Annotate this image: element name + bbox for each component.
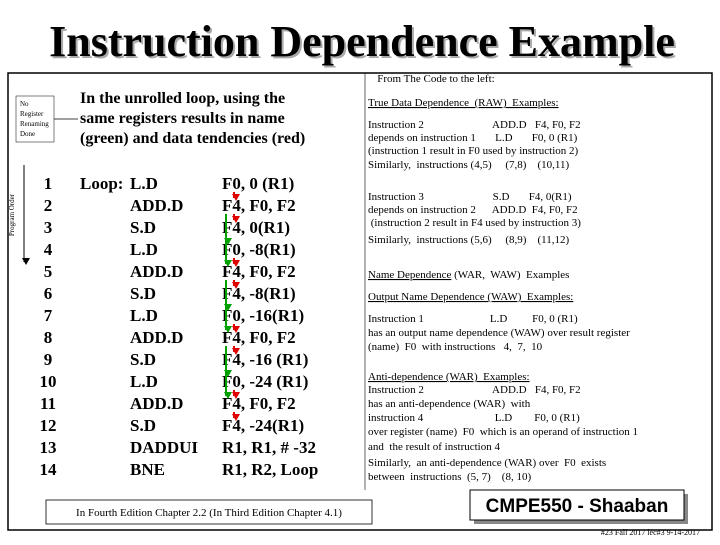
opcode: L.D <box>130 174 158 193</box>
note-line: depends on instruction 1 L.D F0, 0 (R1) <box>368 132 578 144</box>
frame <box>7 72 713 531</box>
reference-box <box>45 499 373 525</box>
operands: F4, -8(R1) <box>222 284 296 303</box>
note-line: Instruction 2 ADD.D F4, F0, F2 <box>368 119 581 131</box>
opcode: L.D <box>130 306 158 325</box>
operands: R1, R1, # -32 <box>222 438 316 457</box>
note-line: (instruction 2 result in F4 used by inst… <box>368 217 581 229</box>
opcode: ADD.D <box>130 394 183 413</box>
operands: R1, R2, Loop <box>222 460 318 479</box>
note-line: Instruction 1 L.D F0, 0 (R1) <box>368 313 578 325</box>
title: Instruction Dependence Example <box>49 17 675 66</box>
side-note-line: Register <box>20 110 44 118</box>
line-number: 13 <box>40 438 57 457</box>
course: CMPE550 - Shaaban <box>486 496 669 517</box>
opcode: ADD.D <box>130 328 183 347</box>
intro-line: In the unrolled loop, using the <box>80 90 285 107</box>
section-title: True Data Dependence (RAW) Examples: <box>368 97 559 109</box>
note-line: between instructions (5, 7) (8, 10) <box>368 471 531 483</box>
side-note: No Register Renaming Done <box>15 95 78 143</box>
operands: F4, 0(R1) <box>222 218 290 237</box>
operands: F4, F0, F2 <box>222 196 296 215</box>
line-number: 2 <box>44 196 53 215</box>
side-note-line: Renaming <box>20 120 49 128</box>
section-title-part: Name Dependence <box>368 269 451 281</box>
side-note-box <box>15 95 55 143</box>
line-number: 9 <box>44 350 53 369</box>
note-line: Instruction 2 ADD.D F4, F0, F2 <box>368 384 581 396</box>
note-line: has an output name dependence (WAW) over… <box>368 327 630 339</box>
notes-heading: From The Code to the left: <box>377 73 494 85</box>
opcode: L.D <box>130 372 158 391</box>
note-line: Instruction 3 S.D F4, 0(R1) <box>368 191 572 203</box>
line-number: 11 <box>40 394 56 413</box>
note-line: over register (name) F0 which is an oper… <box>368 426 638 438</box>
axis-label: Program Order <box>8 193 16 236</box>
title-shadow: Instruction Dependence Example <box>51 19 677 68</box>
opcode: BNE <box>130 460 165 479</box>
line-number: 5 <box>44 262 53 281</box>
line-number: 6 <box>44 284 53 303</box>
operands: F4, F0, F2 <box>222 328 296 347</box>
line-number: 3 <box>44 218 53 237</box>
intro-line: same registers results in name <box>80 110 285 127</box>
note-line: (instruction 1 result in F0 used by inst… <box>368 145 579 157</box>
note-line: has an anti-dependence (WAR) with <box>368 398 531 410</box>
intro-line: (green) and data tendencies (red) <box>80 130 305 147</box>
note-line: Similarly, instructions (4,5) (7,8) (10,… <box>368 159 569 171</box>
reference: In Fourth Edition Chapter 2.2 (In Third … <box>76 507 342 519</box>
notes: From The Code to the left: True Data Dep… <box>368 73 638 483</box>
code-listing: 1 Loop: L.D F0, 0 (R1) 2 ADD.D F4, F0, F2 3 S.D F… <box>40 174 319 479</box>
operands: F0, -8(R1) <box>222 240 296 259</box>
opcode: S.D <box>130 284 156 303</box>
opcode: S.D <box>130 350 156 369</box>
slide-info: #23 Fall 2017 lec#3 9-14-2017 <box>601 528 700 537</box>
section-title-part: (WAR, WAW) Examples <box>451 269 569 281</box>
opcode: S.D <box>130 416 156 435</box>
line-number: 12 <box>40 416 57 435</box>
note-line: Similarly, an anti-dependence (WAR) over… <box>368 457 606 469</box>
line-number: 7 <box>44 306 53 325</box>
line-number: 4 <box>44 240 53 259</box>
opcode: ADD.D <box>130 196 183 215</box>
note-line: depends on instruction 2 ADD.D F4, F0, F… <box>368 204 578 216</box>
dependence-arrows <box>224 192 240 421</box>
operands: F0, -16(R1) <box>222 306 304 325</box>
section-title: Anti-dependence (WAR) Examples: <box>368 371 530 383</box>
opcode: DADDUI <box>130 438 198 457</box>
side-note-line: No <box>20 100 29 108</box>
operands: F0, -24 (R1) <box>222 372 308 391</box>
operands: F0, 0 (R1) <box>222 174 294 193</box>
operands: F4, -16 (R1) <box>222 350 308 369</box>
line-number: 14 <box>40 460 58 479</box>
note-line: (name) F0 with instructions 4, 7, 10 <box>368 341 543 353</box>
opcode: L.D <box>130 240 158 259</box>
line-number: 10 <box>40 372 57 391</box>
operands: F4, F0, F2 <box>222 394 296 413</box>
loop-label: Loop: <box>80 174 123 193</box>
course-box <box>469 489 685 521</box>
note-line: and the result of instruction 4 <box>368 441 500 453</box>
note-line: Similarly, instructions (5,6) (8,9) (11,… <box>368 234 569 246</box>
side-note-line: Done <box>20 130 35 138</box>
section-title: Output Name Dependence (WAW) Examples: <box>368 291 573 303</box>
opcode: ADD.D <box>130 262 183 281</box>
opcode: S.D <box>130 218 156 237</box>
line-number: 8 <box>44 328 53 347</box>
note-line: instruction 4 L.D F0, 0 (R1) <box>368 412 580 424</box>
line-number: 1 <box>44 174 53 193</box>
section-title: Name Dependence (WAR, WAW) Examples <box>368 269 569 281</box>
operands: F4, -24(R1) <box>222 416 304 435</box>
operands: F4, F0, F2 <box>222 262 296 281</box>
